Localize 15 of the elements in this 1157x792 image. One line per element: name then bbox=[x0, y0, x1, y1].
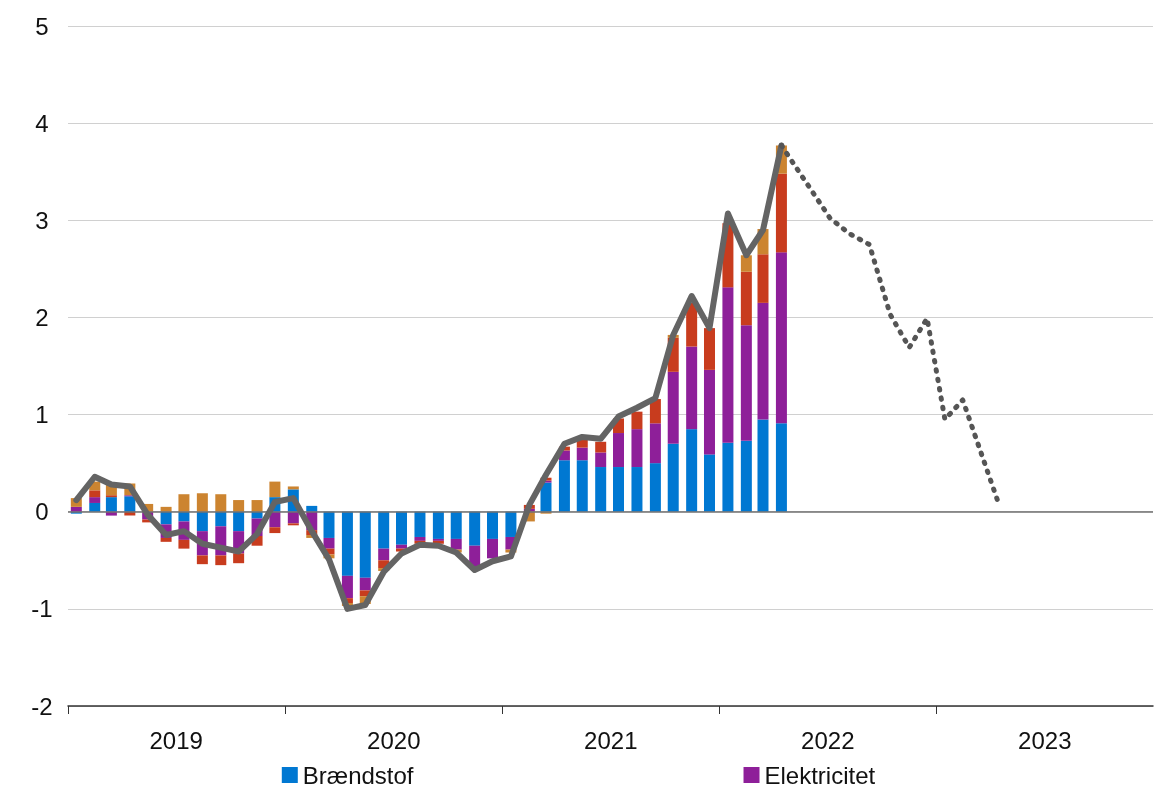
y-tick-label: 0 bbox=[35, 498, 49, 526]
y-tick-label: 1 bbox=[35, 401, 49, 429]
x-tick-label: 2022 bbox=[801, 726, 855, 754]
legend-label: Brændstof bbox=[302, 761, 414, 789]
x-tick-label: 2019 bbox=[149, 726, 203, 754]
x-tick-label: 2023 bbox=[1018, 726, 1072, 754]
x-tick-label: 2020 bbox=[367, 726, 421, 754]
y-tick-label: 2 bbox=[35, 303, 49, 331]
y-tick-label: -2 bbox=[31, 692, 53, 720]
y-tick-label: -1 bbox=[31, 595, 53, 623]
y-tick-label: 5 bbox=[35, 12, 49, 40]
legend-label: Elektricitet bbox=[764, 761, 876, 789]
y-tick-label: 3 bbox=[35, 206, 49, 234]
y-tick-label: 4 bbox=[35, 109, 49, 137]
x-tick-label: 2021 bbox=[584, 726, 638, 754]
